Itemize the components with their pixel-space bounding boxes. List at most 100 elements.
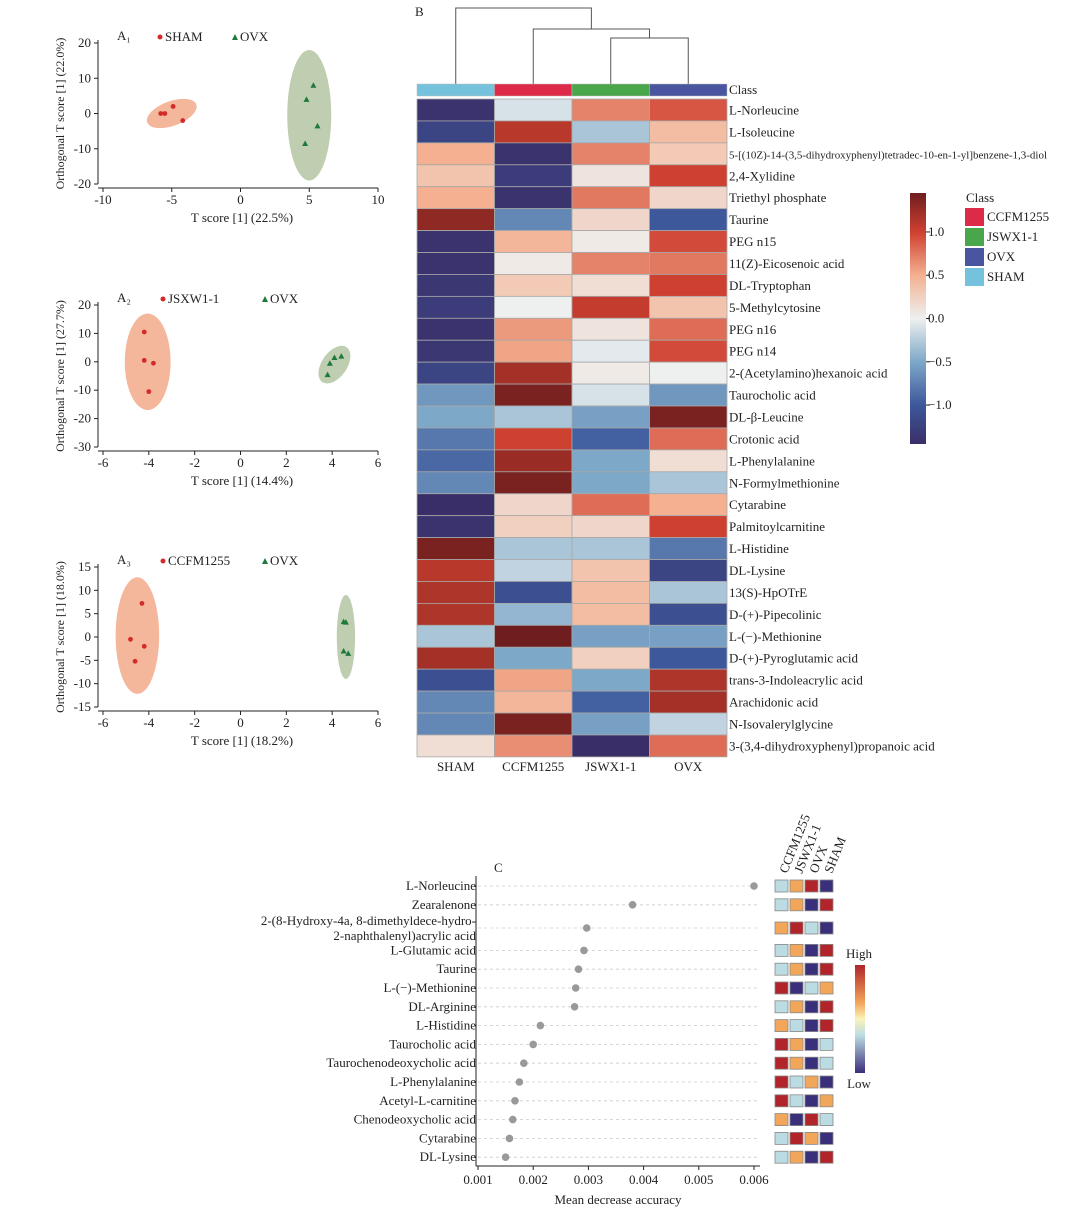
row-label: Taurocholic acid [729, 388, 816, 403]
row-label: Acetyl-L-carnitine [379, 1093, 476, 1108]
x-tick-label: -4 [143, 455, 154, 470]
heatmap-cell [416, 230, 495, 253]
data-point [180, 118, 186, 123]
panel-label: A₃ [117, 552, 131, 567]
class-bar-ccfm1255 [494, 83, 573, 97]
data-point [128, 636, 133, 642]
heatmap-cell [649, 230, 728, 253]
panel-label: C [494, 860, 503, 875]
heatmap-cell [571, 295, 650, 319]
x-tick-label: 0 [237, 715, 244, 730]
data-point [340, 648, 347, 654]
row-label: Triethyl phosphate [729, 190, 827, 205]
heatmap-cell [494, 559, 573, 582]
group-level-cell [774, 879, 789, 893]
x-tick-label: 10 [372, 192, 385, 207]
group-level-cell [819, 1056, 834, 1070]
data-point [345, 650, 352, 656]
group-level-cell [774, 898, 789, 912]
confidence-ellipse-1 [336, 595, 356, 679]
row-label: PEG n16 [729, 322, 777, 337]
legend-label: SHAM [987, 269, 1025, 284]
heatmap-cell [416, 383, 495, 407]
heatmap-cell [416, 690, 495, 714]
heatmap-cell [494, 361, 573, 385]
group-level-cell [819, 962, 834, 976]
heatmap-cell [416, 164, 495, 188]
dendrogram-branch [532, 28, 650, 84]
confidence-ellipse-1 [318, 345, 351, 384]
heatmap-cell [416, 120, 495, 144]
group-level-cell [774, 1150, 789, 1164]
group-level-cell [774, 1019, 789, 1032]
row-label: DL-Tryptophan [729, 278, 811, 293]
data-point [141, 357, 147, 363]
data-point [314, 122, 321, 129]
heatmap-cell [494, 274, 573, 297]
heatmap-cell [571, 164, 650, 188]
x-tick-label: 6 [375, 715, 382, 730]
column-label: SHAM [437, 759, 475, 774]
data-point [151, 360, 156, 366]
row-label: Taurocholic acid [389, 1036, 476, 1051]
panel-label: A₁ [117, 28, 131, 43]
group-level-cell [774, 1132, 789, 1145]
group-level-cell [789, 879, 804, 893]
group-level-cell [789, 1075, 804, 1089]
data-point [162, 111, 168, 116]
row-label: Arachidonic acid [729, 695, 819, 710]
heatmap-cell [416, 98, 495, 122]
heatmap-cell [494, 471, 573, 495]
x-tick-label: -6 [98, 715, 109, 730]
row-label: DL-Lysine [420, 1149, 477, 1164]
heatmap-cell [416, 208, 495, 231]
data-point [303, 96, 310, 102]
x-tick-label: 2 [283, 455, 290, 470]
legend-triangle-marker [262, 558, 268, 564]
heatmap-cell [494, 712, 573, 736]
heatmap-cell [494, 668, 573, 692]
group-level-cell [804, 981, 819, 995]
row-label: 2-(8-Hydroxy-4a, 8-dimethyldece-hydro- [261, 913, 476, 928]
row-label: Cytarabine [419, 1130, 476, 1145]
heatmap-cell [416, 646, 495, 670]
group-level-cell [789, 1113, 804, 1126]
column-label: JSWX1-1 [585, 759, 636, 774]
heatmap-cell [649, 712, 728, 736]
legend-label: OVX [270, 553, 299, 568]
row-label: L-Norleucine [406, 878, 476, 893]
heatmap-cell [649, 383, 728, 407]
group-level-cell [789, 921, 804, 935]
heatmap-cell [416, 274, 495, 297]
heatmap-cell [649, 98, 728, 122]
heatmap-cell [571, 120, 650, 144]
heatmap-cell [494, 449, 573, 473]
heatmap-cell [649, 317, 728, 341]
heatmap-cell [571, 624, 650, 648]
data-point [132, 658, 138, 664]
x-axis-label: T score [1] (22.5%) [191, 210, 293, 225]
data-point [511, 1097, 519, 1105]
confidence-ellipse-0 [124, 313, 171, 411]
heatmap-cell [649, 493, 728, 517]
legend-label: OVX [270, 291, 299, 306]
x-tick-label: 0.006 [739, 1172, 769, 1187]
x-tick-label: 0.005 [684, 1172, 713, 1187]
heatmap-cell [494, 208, 573, 231]
heatmap-cell [494, 339, 573, 363]
data-point [139, 601, 145, 606]
legend-label: OVX [987, 249, 1016, 264]
row-label: Cytarabine [729, 497, 786, 512]
heatmap-cell [416, 515, 495, 538]
data-point [158, 111, 164, 116]
row-label: L-Glutamic acid [390, 942, 476, 957]
heatmap-cell [649, 252, 728, 275]
heatmap-cell [571, 734, 650, 758]
group-level-cell [774, 1094, 789, 1108]
data-point [505, 1134, 514, 1143]
x-tick-label: 2 [283, 715, 290, 730]
heatmap-cell [571, 230, 650, 253]
data-point [146, 389, 152, 395]
y-tick-label: 15 [78, 559, 91, 574]
heatmap-cell [571, 646, 650, 670]
